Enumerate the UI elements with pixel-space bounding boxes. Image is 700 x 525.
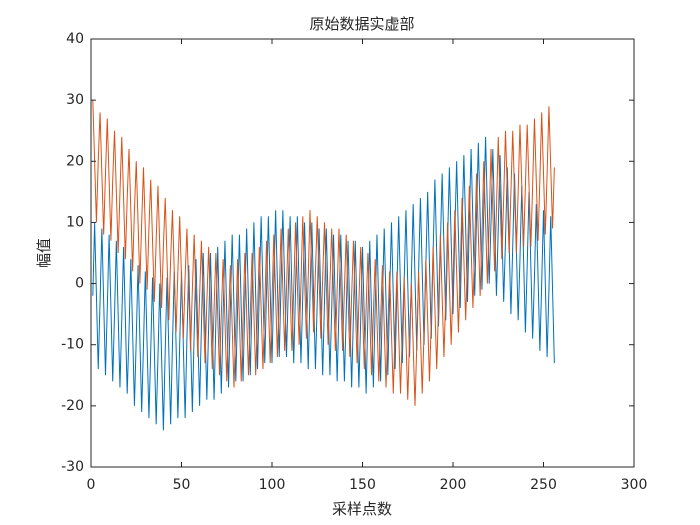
y-tick-label: 30 bbox=[66, 92, 84, 108]
x-tick-label: 250 bbox=[530, 477, 557, 493]
chart-title: 原始数据实虚部 bbox=[309, 15, 414, 33]
data-line bbox=[92, 136, 555, 431]
y-tick-label: 10 bbox=[66, 214, 84, 230]
x-tick-label: 200 bbox=[440, 477, 467, 493]
data-line bbox=[92, 100, 555, 406]
x-tick-label: 0 bbox=[87, 477, 96, 493]
y-tick-label: 40 bbox=[66, 31, 84, 47]
y-axis-label: 幅值 bbox=[35, 238, 53, 268]
y-tick-label: 0 bbox=[75, 276, 84, 292]
y-tick-label: -20 bbox=[61, 398, 84, 414]
x-tick-label: 50 bbox=[173, 477, 191, 493]
x-tick-label: 300 bbox=[621, 477, 648, 493]
y-tick-label: -10 bbox=[61, 337, 84, 353]
x-tick-label: 100 bbox=[259, 477, 286, 493]
x-tick-label: 150 bbox=[349, 477, 376, 493]
y-tick-label: 20 bbox=[66, 153, 84, 169]
x-axis-label: 采样点数 bbox=[332, 500, 392, 518]
y-tick-label: -30 bbox=[61, 459, 84, 475]
